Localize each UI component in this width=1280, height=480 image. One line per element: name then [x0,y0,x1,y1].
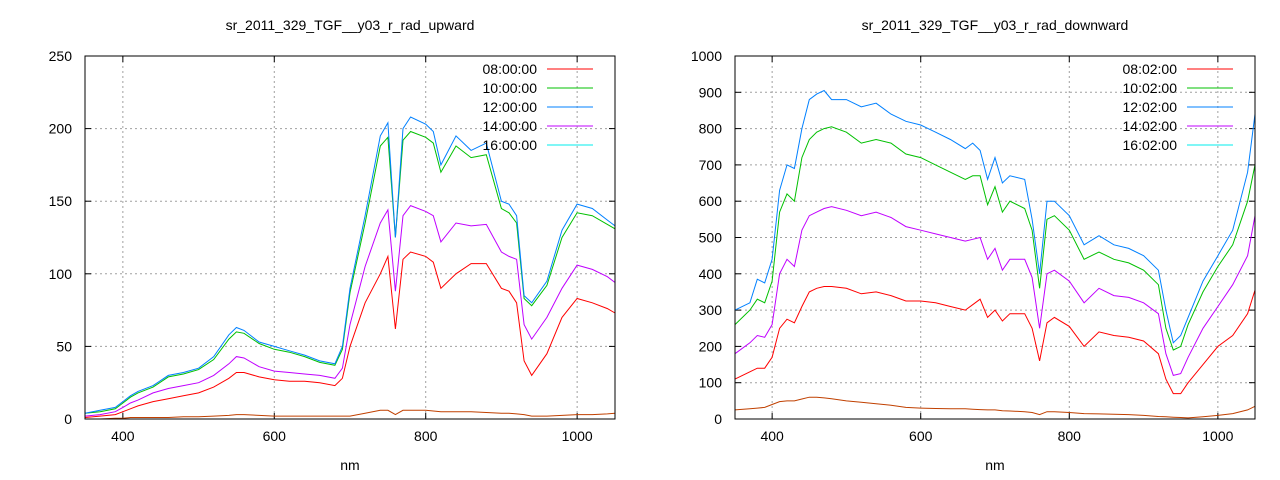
legend-label: 14:00:00 [483,118,538,134]
series-line-080200 [734,286,1256,395]
x-tick-label: 600 [263,428,287,444]
legend-label: 16:02:00 [1123,137,1178,153]
y-tick-label: 500 [699,230,723,246]
legend-label: 12:00:00 [483,99,538,115]
legend-label: 10:00:00 [483,80,538,96]
y-tick-label: 300 [699,302,723,318]
legend-label: 12:02:00 [1123,99,1178,115]
plot-frame [84,55,616,420]
y-tick-label: 250 [49,48,73,64]
x-tick-label: 1000 [562,428,593,444]
x-tick-label: 1000 [1202,428,1233,444]
y-tick-label: 900 [699,84,723,100]
x-tick-label: 800 [1058,428,1082,444]
y-tick-label: 100 [699,375,723,391]
y-tick-label: 50 [56,338,72,354]
y-tick-label: 150 [49,193,73,209]
series-line-100000 [84,130,616,414]
y-tick-label: 0 [714,411,722,427]
y-tick-label: 0 [64,411,72,427]
series-line-160000 [85,409,616,420]
series-line-160200 [734,396,1256,419]
legend-label: 10:02:00 [1123,80,1178,96]
y-tick-label: 200 [49,121,73,137]
y-tick-label: 200 [699,338,723,354]
series-line-120000 [84,116,616,414]
legend-label: 08:02:00 [1123,61,1178,77]
legend-label: 16:00:00 [483,137,538,153]
series-line-140000 [84,204,616,417]
y-tick-label: 1000 [691,48,722,64]
plot-frame [734,55,1256,420]
series-line-140200 [734,206,1256,376]
y-tick-label: 600 [699,193,723,209]
x-axis-label: nm [985,457,1004,473]
legend-label: 08:00:00 [483,61,538,77]
chart-title: sr_2011_329_TGF__y03_r_rad_upward [226,17,475,33]
y-tick-label: 400 [699,266,723,282]
y-tick-label: 800 [699,121,723,137]
x-axis-label: nm [340,457,359,473]
y-tick-label: 100 [49,266,73,282]
series-line-120200 [734,89,1256,344]
series-line-100200 [734,126,1256,351]
series-line-080000 [84,251,616,418]
chart-title: sr_2011_329_TGF__y03_r_rad_downward [862,17,1129,33]
x-tick-label: 800 [414,428,438,444]
x-tick-label: 600 [909,428,933,444]
legend-label: 14:02:00 [1123,118,1178,134]
x-tick-label: 400 [111,428,135,444]
x-tick-label: 400 [760,428,784,444]
y-tick-label: 700 [699,157,723,173]
